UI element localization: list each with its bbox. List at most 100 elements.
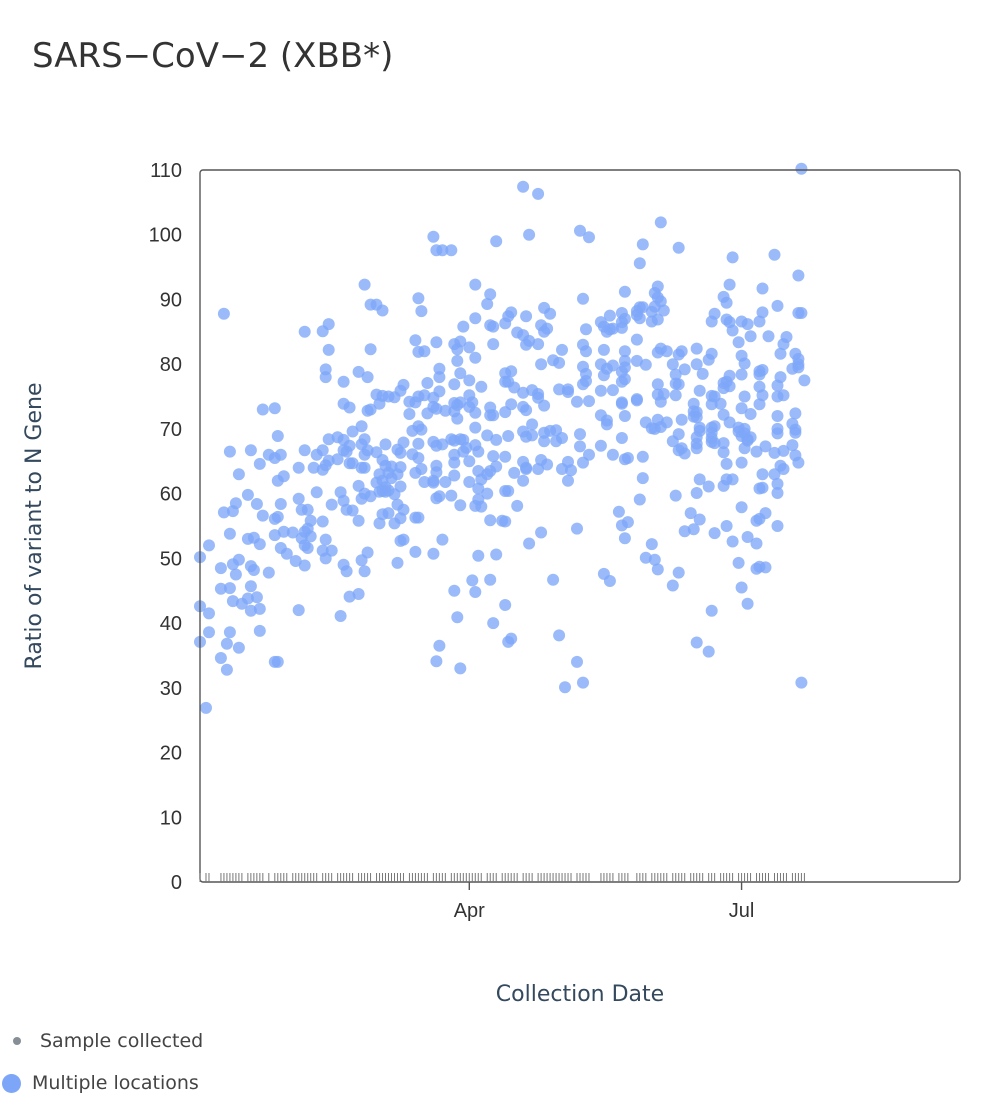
y-tick-label: 30	[160, 678, 182, 700]
data-point	[214, 652, 227, 664]
data-point	[430, 402, 443, 415]
data-point	[594, 384, 607, 397]
data-point	[771, 520, 784, 532]
data-point	[463, 374, 476, 387]
data-point	[735, 581, 748, 594]
data-point	[508, 466, 521, 479]
data-point	[253, 602, 266, 615]
data-point	[274, 498, 287, 510]
data-point	[433, 490, 446, 503]
data-point	[346, 504, 359, 517]
data-point	[559, 681, 571, 694]
data-point	[457, 320, 470, 333]
data-point	[538, 435, 551, 448]
data-point	[274, 448, 287, 461]
data-point	[505, 365, 518, 378]
data-point	[577, 676, 589, 689]
data-point	[454, 335, 467, 348]
data-point	[741, 531, 754, 543]
data-point	[618, 312, 631, 325]
data-point	[364, 343, 377, 356]
data-point	[669, 489, 682, 502]
data-point	[397, 533, 410, 546]
y-axis: 0 10 20 30 40 50 60 70 80 90 100 110	[149, 160, 182, 894]
data-point	[768, 248, 781, 261]
data-point	[505, 306, 518, 319]
data-point	[487, 617, 500, 630]
data-point	[244, 444, 257, 457]
data-point	[621, 516, 634, 529]
data-point	[325, 544, 338, 557]
data-point	[756, 282, 769, 295]
data-point	[756, 468, 769, 481]
data-point	[223, 626, 236, 639]
data-point	[651, 563, 664, 576]
data-point	[364, 403, 377, 416]
data-point	[771, 410, 784, 422]
data-point	[262, 566, 275, 579]
data-point	[684, 507, 697, 520]
data-point	[391, 556, 404, 569]
data-point	[301, 503, 314, 516]
data-point	[394, 446, 407, 459]
data-point	[304, 530, 317, 543]
data-point	[771, 427, 784, 440]
data-point	[469, 278, 482, 291]
data-point	[448, 469, 461, 482]
data-point	[418, 476, 431, 488]
data-point	[612, 505, 625, 518]
data-point	[412, 452, 425, 464]
data-point	[436, 533, 449, 546]
data-point	[286, 526, 299, 539]
data-point	[466, 574, 479, 587]
data-point	[373, 517, 386, 530]
data-point	[430, 466, 443, 479]
data-point	[774, 347, 787, 360]
data-point	[675, 345, 688, 358]
data-point	[732, 336, 745, 349]
data-point	[600, 418, 613, 431]
data-point	[412, 511, 425, 524]
data-point	[325, 498, 338, 511]
data-point	[726, 251, 739, 264]
data-point	[487, 338, 500, 351]
data-point	[397, 378, 410, 391]
data-point	[469, 586, 482, 598]
legend: Sample collected Multiple locations	[0, 1026, 203, 1110]
data-point	[735, 402, 748, 415]
data-point	[271, 430, 284, 442]
points-layer	[194, 162, 811, 714]
data-point	[454, 499, 467, 512]
data-point	[409, 545, 422, 558]
data-point	[669, 368, 682, 381]
y-axis-title: Ratio of variant to N Gene	[22, 383, 47, 670]
data-point	[618, 361, 631, 374]
data-point	[553, 356, 566, 369]
data-point	[200, 701, 212, 714]
data-point	[735, 501, 748, 514]
data-point	[723, 416, 736, 429]
data-point	[475, 380, 488, 393]
data-point	[636, 238, 649, 251]
data-point	[636, 472, 649, 485]
data-point	[553, 629, 566, 642]
data-point	[535, 358, 548, 371]
data-point	[346, 457, 359, 470]
data-point	[732, 556, 745, 569]
chart-title: SARS−CoV−2 (XBB*)	[32, 36, 394, 76]
data-point	[708, 527, 721, 540]
data-point	[298, 444, 311, 457]
data-point	[615, 432, 628, 444]
data-point	[271, 510, 284, 523]
data-point	[445, 489, 458, 502]
legend-label-sample: Sample collected	[40, 1030, 204, 1052]
data-point	[508, 381, 521, 394]
data-point	[469, 406, 482, 419]
y-tick-label: 20	[160, 743, 182, 765]
data-point	[376, 304, 389, 317]
data-point	[466, 396, 479, 409]
data-point	[421, 377, 434, 389]
data-point	[672, 241, 685, 254]
data-point	[490, 548, 503, 561]
data-point	[690, 358, 703, 371]
